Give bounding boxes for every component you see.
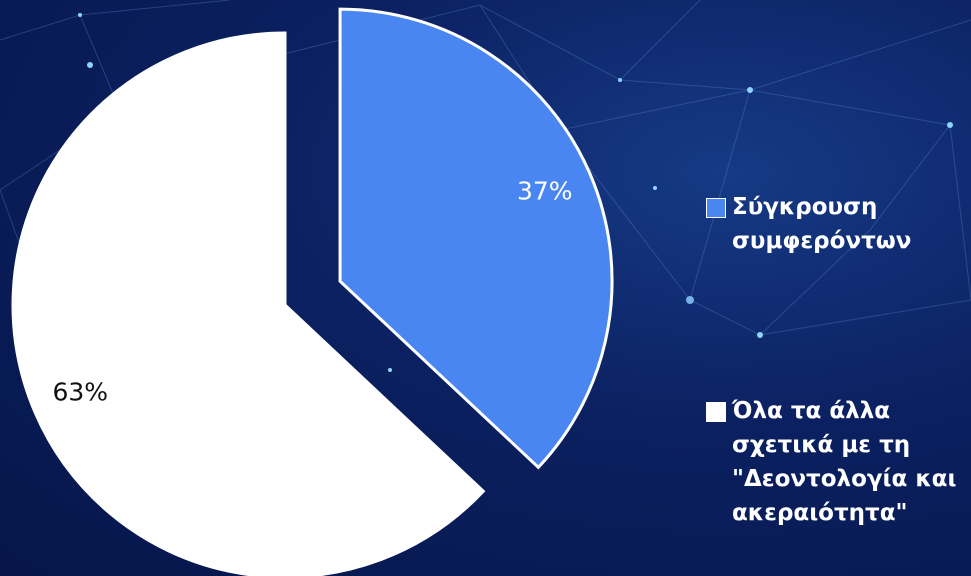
legend-label: Όλα τα άλλα σχετικά με τη "Δεοντολογία κ… [732, 398, 957, 526]
legend-item: Όλα τα άλλα σχετικά με τη "Δεοντολογία κ… [706, 394, 966, 530]
legend-swatch [706, 198, 726, 218]
legend-item: Σύγκρουση συμφερόντων [706, 190, 966, 258]
slice-label: 37% [517, 177, 573, 206]
legend-label: Σύγκρουση συμφερόντων [732, 194, 912, 254]
slice-label: 63% [53, 378, 109, 407]
legend-swatch [706, 402, 726, 422]
pie-slice [11, 31, 486, 576]
pie-slice [338, 7, 614, 470]
